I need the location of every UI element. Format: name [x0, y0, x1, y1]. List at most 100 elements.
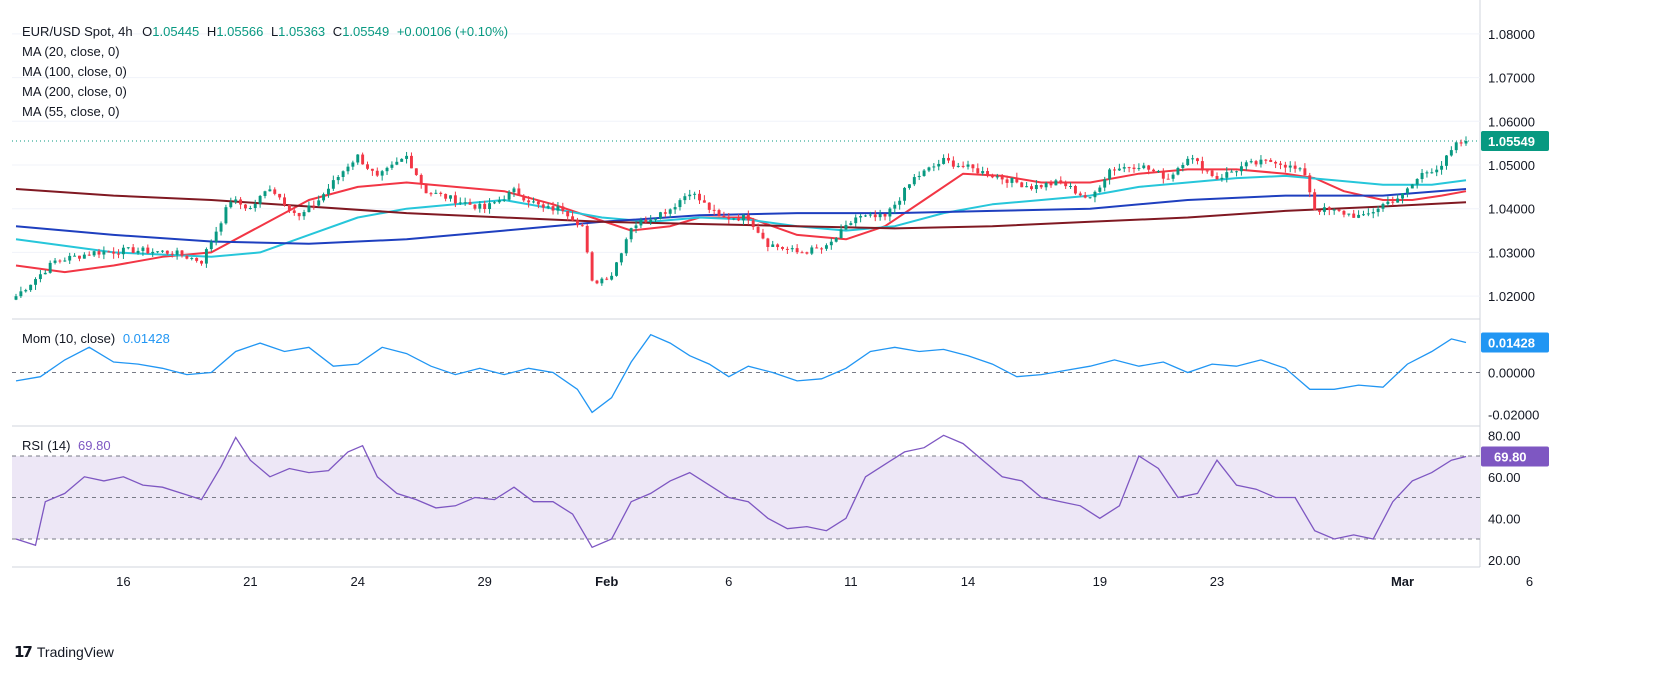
price-tick-label: 1.04000 [1488, 202, 1535, 217]
time-tick-label: 16 [116, 574, 130, 589]
candle [698, 193, 701, 201]
rsi-legend[interactable]: RSI (14) 69.80 [22, 438, 111, 453]
candle [722, 215, 726, 217]
candle [951, 160, 955, 167]
ma200-legend[interactable]: MA (200, close, 0) [22, 84, 127, 99]
candle [1210, 170, 1214, 177]
tradingview-logo[interactable]: 𝟭𝟳 TradingView [14, 643, 114, 661]
candle [1152, 169, 1156, 172]
candle [68, 255, 72, 261]
candle [136, 250, 140, 253]
candle [1220, 177, 1224, 180]
candle [878, 214, 882, 218]
rsi-tick-label: 20.00 [1488, 553, 1521, 568]
candle [1181, 164, 1185, 168]
candle [805, 252, 809, 254]
candle [600, 278, 604, 284]
candle [463, 202, 467, 204]
candle [502, 199, 506, 201]
candle [1239, 166, 1243, 172]
candle [1025, 186, 1029, 188]
candle [190, 257, 194, 259]
candle [53, 260, 57, 263]
candle [707, 202, 711, 210]
candle [102, 251, 106, 255]
candle [1191, 158, 1195, 160]
candle [571, 216, 575, 221]
candle [761, 232, 765, 239]
candle [995, 176, 999, 178]
candle [1049, 182, 1053, 186]
candle [834, 238, 838, 242]
rsi-tick-label: 40.00 [1488, 511, 1521, 526]
candle [1283, 164, 1287, 168]
momentum-badge-label: 0.01428 [1488, 336, 1535, 351]
ma100-legend[interactable]: MA (100, close, 0) [22, 64, 127, 79]
candle [1200, 161, 1204, 171]
candle [790, 248, 794, 250]
ma55-legend[interactable]: MA (55, close, 0) [22, 104, 120, 119]
candle [146, 247, 150, 254]
candle [824, 245, 828, 249]
candle [883, 214, 887, 217]
candle [1322, 207, 1326, 212]
price-tick-label: 1.06000 [1488, 114, 1535, 129]
candle [356, 154, 360, 163]
candle [1176, 167, 1180, 175]
ma20-line [15, 168, 1467, 274]
candle [48, 262, 52, 273]
candle [87, 254, 91, 256]
candle [1376, 208, 1380, 213]
time-tick-label: 21 [243, 574, 257, 589]
candle [1313, 192, 1317, 210]
candle [585, 225, 589, 253]
low-label: L [270, 24, 279, 39]
candle [849, 223, 853, 225]
candle [429, 193, 433, 195]
price-tick-label: 1.07000 [1488, 71, 1535, 86]
momentum-line [15, 333, 1467, 414]
time-tick-label: 14 [961, 574, 975, 589]
candle [546, 206, 550, 208]
candle [331, 180, 335, 189]
time-tick-label: 29 [477, 574, 491, 589]
close-label: C [332, 24, 343, 39]
candle [390, 164, 394, 168]
candle [1054, 180, 1058, 186]
candle [1318, 209, 1321, 212]
candle [1147, 165, 1151, 170]
candle [1088, 197, 1092, 199]
open-label: O [142, 24, 153, 39]
last-price-badge [1481, 131, 1549, 152]
price-tick-label: 1.05000 [1488, 158, 1535, 173]
candle [629, 228, 633, 240]
candle [922, 170, 926, 176]
time-tick-label: Mar [1391, 574, 1414, 589]
candle [209, 241, 213, 250]
candle [239, 199, 243, 205]
momentum-legend[interactable]: Mom (10, close) 0.01428 [22, 331, 170, 346]
high-label: H [206, 24, 217, 39]
candle [566, 211, 570, 217]
ma20-legend[interactable]: MA (20, close, 0) [22, 44, 120, 59]
candle [668, 209, 672, 214]
candle [639, 219, 643, 226]
candle [1215, 176, 1219, 180]
candle [1171, 174, 1175, 179]
candle [1093, 191, 1097, 198]
candle [1249, 161, 1253, 163]
candle [556, 206, 560, 211]
candle [1415, 179, 1419, 185]
ma55-line [15, 174, 1467, 258]
candle [34, 279, 37, 285]
price-tick-label: 1.03000 [1488, 245, 1535, 260]
candle [73, 255, 77, 257]
candle [624, 239, 628, 254]
candle [395, 161, 399, 165]
candle [1420, 172, 1424, 180]
candle [1396, 198, 1400, 203]
candle [385, 167, 389, 172]
candle [673, 207, 677, 210]
candle [658, 212, 662, 219]
